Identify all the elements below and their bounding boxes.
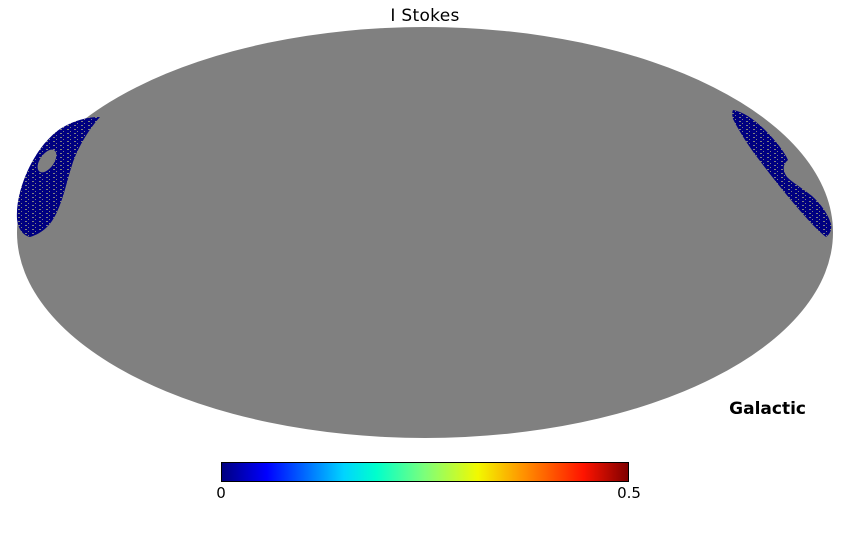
unseen-notch-northwest (37, 149, 57, 173)
coordinate-system-label: Galactic (729, 399, 806, 419)
observed-region-northeast (732, 110, 832, 237)
observed-region-northwest (16, 117, 101, 237)
colorbar-max-tick-label: 0.5 (617, 484, 641, 502)
colorbar-min-tick-label: 0 (216, 484, 226, 502)
sky-ellipse-unseen (17, 27, 833, 438)
colorbar (221, 462, 629, 482)
plot-title: I Stokes (390, 6, 460, 26)
